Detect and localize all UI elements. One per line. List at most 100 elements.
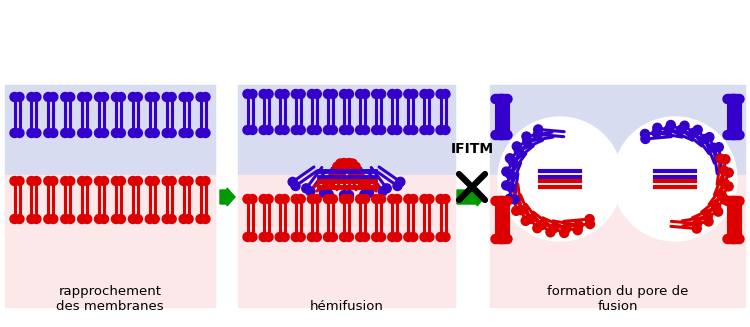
- Circle shape: [710, 143, 718, 152]
- Circle shape: [264, 126, 273, 134]
- Circle shape: [404, 232, 412, 242]
- Circle shape: [498, 117, 622, 241]
- Circle shape: [409, 126, 418, 134]
- Circle shape: [100, 93, 109, 101]
- Circle shape: [388, 126, 397, 134]
- Circle shape: [320, 188, 328, 198]
- Circle shape: [727, 197, 736, 205]
- Circle shape: [491, 234, 500, 244]
- Circle shape: [296, 232, 305, 242]
- Circle shape: [727, 95, 736, 104]
- Circle shape: [291, 181, 300, 190]
- Circle shape: [724, 182, 734, 191]
- Circle shape: [348, 159, 357, 168]
- Circle shape: [502, 167, 511, 176]
- Circle shape: [32, 215, 41, 223]
- Circle shape: [350, 172, 359, 181]
- Circle shape: [500, 130, 508, 140]
- Circle shape: [344, 195, 353, 203]
- Circle shape: [340, 159, 349, 167]
- Circle shape: [376, 90, 386, 98]
- Circle shape: [420, 195, 429, 203]
- Circle shape: [243, 126, 252, 134]
- Circle shape: [496, 130, 505, 140]
- Circle shape: [280, 90, 290, 98]
- Circle shape: [409, 232, 418, 242]
- Circle shape: [720, 179, 729, 188]
- Circle shape: [259, 90, 268, 98]
- Circle shape: [347, 165, 356, 174]
- Circle shape: [296, 126, 305, 134]
- Circle shape: [491, 130, 500, 140]
- Circle shape: [264, 90, 273, 98]
- Circle shape: [275, 90, 284, 98]
- Circle shape: [724, 95, 734, 104]
- Circle shape: [61, 93, 70, 101]
- Circle shape: [537, 221, 546, 230]
- Circle shape: [324, 190, 333, 199]
- Circle shape: [264, 232, 273, 242]
- Circle shape: [441, 90, 450, 98]
- Circle shape: [532, 224, 542, 233]
- Circle shape: [376, 126, 386, 134]
- Circle shape: [731, 130, 740, 140]
- Circle shape: [494, 234, 503, 244]
- Circle shape: [15, 215, 24, 223]
- Circle shape: [116, 177, 125, 185]
- Circle shape: [493, 130, 502, 140]
- Circle shape: [196, 129, 205, 137]
- Circle shape: [100, 215, 109, 223]
- Circle shape: [10, 129, 19, 137]
- Circle shape: [162, 93, 171, 101]
- Circle shape: [128, 177, 137, 185]
- Circle shape: [150, 177, 159, 185]
- Circle shape: [436, 232, 445, 242]
- Circle shape: [243, 90, 252, 98]
- Circle shape: [344, 232, 353, 242]
- Circle shape: [728, 95, 737, 104]
- Circle shape: [506, 154, 515, 163]
- Circle shape: [312, 126, 321, 134]
- Circle shape: [312, 232, 321, 242]
- Circle shape: [134, 93, 142, 101]
- Circle shape: [344, 126, 353, 134]
- Circle shape: [498, 130, 507, 140]
- Circle shape: [503, 197, 512, 205]
- Circle shape: [727, 130, 736, 140]
- Circle shape: [441, 126, 450, 134]
- Circle shape: [27, 215, 36, 223]
- Circle shape: [44, 215, 52, 223]
- Circle shape: [734, 130, 742, 140]
- Circle shape: [420, 126, 429, 134]
- Circle shape: [730, 234, 739, 244]
- Circle shape: [689, 128, 698, 137]
- Circle shape: [360, 190, 369, 199]
- Circle shape: [420, 90, 429, 98]
- Circle shape: [201, 215, 210, 223]
- Circle shape: [44, 177, 52, 185]
- Circle shape: [146, 177, 154, 185]
- Circle shape: [393, 232, 402, 242]
- Circle shape: [562, 224, 571, 233]
- Circle shape: [134, 177, 142, 185]
- Circle shape: [150, 129, 159, 137]
- Circle shape: [112, 215, 121, 223]
- Circle shape: [259, 195, 268, 203]
- Circle shape: [693, 219, 702, 228]
- Circle shape: [100, 177, 109, 185]
- FancyArrow shape: [220, 188, 235, 206]
- Circle shape: [523, 137, 532, 146]
- Circle shape: [491, 197, 500, 205]
- Circle shape: [509, 158, 518, 167]
- Circle shape: [356, 232, 364, 242]
- Circle shape: [351, 162, 360, 171]
- Circle shape: [356, 90, 364, 98]
- Circle shape: [677, 125, 686, 134]
- Circle shape: [404, 195, 412, 203]
- Circle shape: [291, 195, 300, 203]
- Circle shape: [361, 126, 370, 134]
- Bar: [490, 85, 745, 175]
- Circle shape: [388, 195, 397, 203]
- Circle shape: [302, 184, 310, 193]
- Circle shape: [493, 95, 502, 104]
